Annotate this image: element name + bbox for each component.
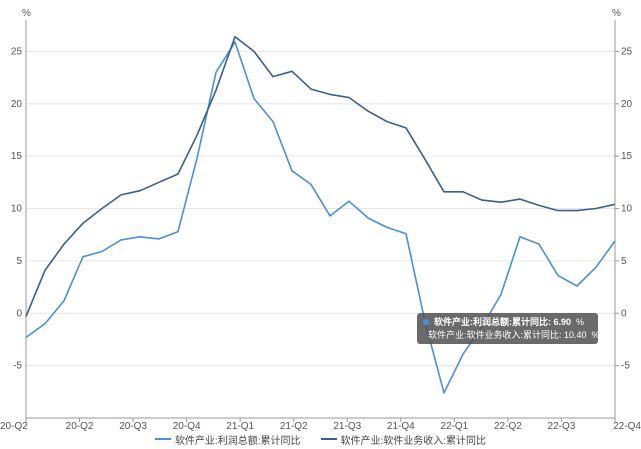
left-y-tick-label: 10 (11, 204, 23, 215)
right-y-tick-label: 25 (621, 46, 633, 57)
right-y-tick-label: 5 (621, 256, 627, 267)
tooltip-label-profit: 软件产业:利润总额:累计同比: 6.90 (434, 317, 572, 327)
right-y-tick-label: -5 (621, 361, 630, 372)
tooltip-unit-profit: % (576, 316, 585, 327)
tooltip-label-revenue: 软件产业:软件业务收入:累计同比: 10.40 (428, 330, 587, 340)
tooltip-row-revenue: 软件产业:软件业务收入:累计同比: 10.40 % (423, 328, 600, 341)
x-tick-label: 22-Q2 (494, 421, 522, 432)
x-tick-label: 20-Q4 (173, 421, 201, 432)
x-tick-label: 21-Q3 (333, 421, 361, 432)
tooltip-unit-revenue: % (591, 329, 600, 340)
legend-label-profit: 软件产业:利润总额:累计同比 (174, 435, 301, 447)
left-y-tick-label: 15 (11, 151, 23, 162)
left-y-tick-label: 0 (16, 308, 22, 319)
left-y-tick-label: -5 (13, 361, 22, 372)
x-tick-label: 21-Q2 (280, 421, 308, 432)
x-tick-label: 22-Q1 (440, 421, 468, 432)
left-y-tick-label: 5 (16, 256, 22, 267)
left-y-tick-label: 25 (11, 46, 23, 57)
x-tick-label: 21-Q1 (226, 421, 254, 432)
tooltip-dot-profit (423, 318, 429, 325)
left-y-tick-label: 20 (11, 99, 23, 110)
right-y-tick-label: 20 (621, 99, 633, 110)
right-y-tick-labels: -5 0 5 10 15 20 25 (615, 46, 633, 372)
legend-item-revenue[interactable]: 软件产业:软件业务收入:累计同比 (320, 431, 487, 447)
x-tick-labels: 20-Q2 20-Q2 20-Q3 20-Q4 21-Q1 21-Q2 21-Q3 21-Q4… (0, 418, 641, 432)
tooltip: 软件产业:利润总额:累计同比: 6.90 % 软件产业:软件业务收入:累计同比:… (417, 313, 600, 344)
x-tick-label: 21-Q4 (387, 421, 415, 432)
right-y-tick-label: 10 (621, 204, 633, 215)
legend: 软件产业:利润总额:累计同比 软件产业:软件业务收入:累计同比 (0, 431, 641, 447)
x-tick-label: 22-Q4 (613, 421, 641, 432)
series-lines (25, 35, 616, 394)
right-axis-unit: % (612, 8, 621, 19)
axes (25, 20, 616, 419)
x-tick-label: 20-Q2 (0, 421, 28, 432)
right-y-tick-label: 15 (621, 151, 633, 162)
tooltip-row-profit: 软件产业:利润总额:累计同比: 6.90 % (423, 315, 592, 328)
x-tick-label: 20-Q2 (66, 421, 94, 432)
series-line-revenue (25, 35, 616, 317)
legend-swatch-revenue (320, 438, 337, 440)
right-y-tick-label: 0 (621, 308, 627, 319)
legend-label-revenue: 软件产业:软件业务收入:累计同比 (340, 435, 487, 447)
legend-item-profit[interactable]: 软件产业:利润总额:累计同比 (154, 431, 301, 447)
x-tick-label: 22-Q3 (548, 421, 576, 432)
series-line-profit (25, 41, 616, 394)
legend-swatch-profit (154, 438, 171, 440)
x-tick-label: 20-Q3 (119, 421, 147, 432)
left-y-tick-labels: -5 0 5 10 15 20 25 (11, 46, 23, 371)
left-axis-unit: % (22, 8, 31, 19)
grid (26, 50, 615, 367)
